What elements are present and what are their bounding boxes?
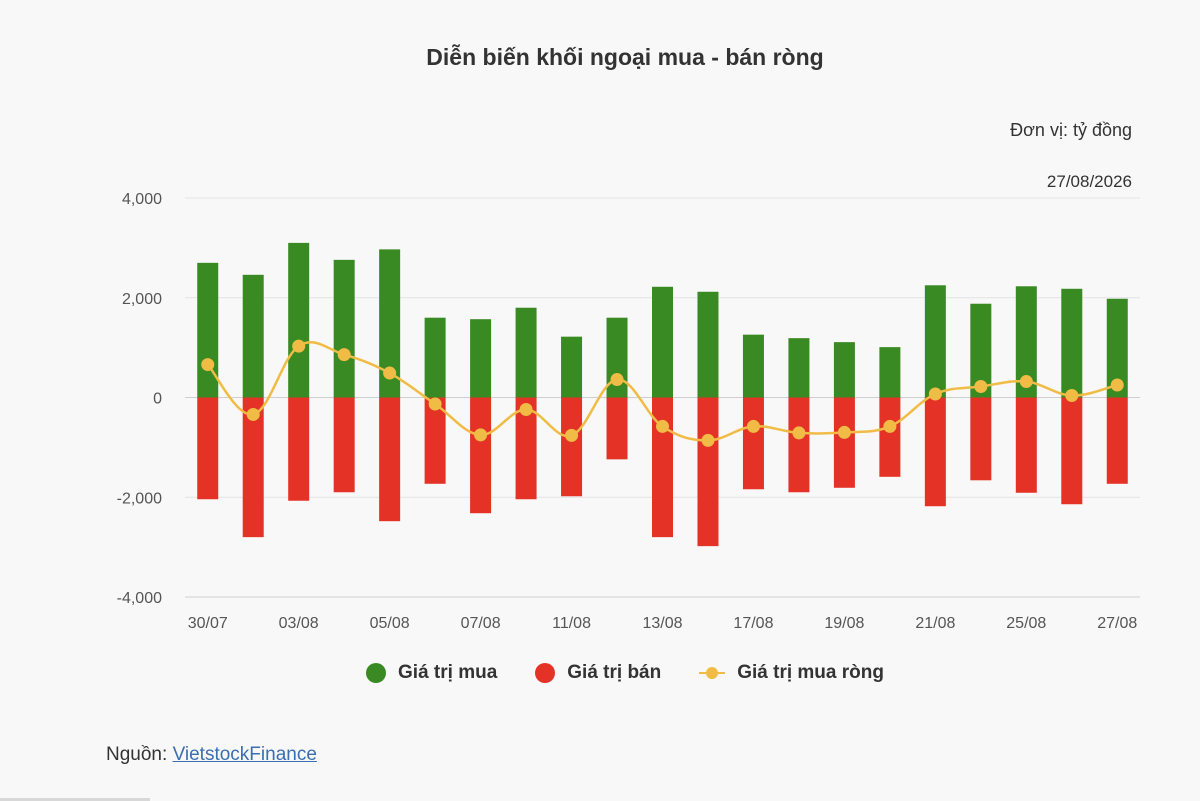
net-point: [610, 373, 624, 387]
net-point: [474, 428, 488, 442]
buy-bar: [470, 319, 492, 398]
chart-title: Diễn biến khối ngoại mua - bán ròng: [426, 44, 824, 70]
legend-item-buy[interactable]: Giá trị mua: [366, 662, 497, 684]
y-tick-label: 2,000: [122, 291, 162, 308]
x-tick-label: 11/08: [552, 615, 591, 632]
sell-swatch-icon: [535, 663, 556, 683]
x-tick-label: 03/08: [279, 615, 319, 632]
sell-bar: [333, 397, 355, 493]
x-tick-label: 13/08: [642, 615, 682, 632]
sell-bar: [742, 397, 764, 490]
net-point: [1019, 375, 1033, 389]
buy-bar: [697, 291, 719, 398]
buy-bar: [1106, 298, 1128, 398]
sell-bar: [1015, 397, 1037, 493]
date-label: 27/08/2026: [1046, 172, 1132, 191]
buy-bar: [379, 249, 401, 398]
legend-label-buy: Giá trị mua: [398, 662, 498, 683]
x-tick-label: 07/08: [461, 615, 501, 632]
buy-bar: [788, 338, 810, 398]
sell-bar: [197, 397, 219, 500]
sell-bar: [879, 397, 901, 477]
net-point: [246, 407, 260, 421]
sell-bar: [697, 397, 719, 547]
buy-bar: [333, 259, 355, 398]
net-point: [746, 419, 760, 433]
buy-swatch-icon: [366, 663, 387, 683]
sell-bar: [288, 397, 310, 501]
bottom-scrollbar: [0, 798, 150, 801]
sell-bar: [924, 397, 946, 507]
sell-bar: [606, 397, 628, 460]
net-point: [1065, 389, 1079, 403]
x-tick-label: 25/08: [1006, 615, 1046, 632]
buy-bar: [1015, 286, 1037, 398]
buy-bar: [924, 285, 946, 398]
net-point: [792, 426, 806, 440]
buy-bar: [652, 286, 673, 398]
x-tick-label: 17/08: [733, 615, 773, 632]
net-point: [337, 348, 351, 362]
buy-bar: [561, 336, 583, 398]
sell-bar: [242, 397, 264, 538]
buy-bar: [424, 317, 446, 398]
buy-bar: [970, 303, 992, 398]
net-point: [883, 419, 897, 433]
x-tick-label: 27/08: [1097, 615, 1137, 632]
buy-bar: [742, 334, 764, 398]
net-point: [383, 366, 397, 380]
sell-bar: [561, 397, 583, 497]
sell-bar: [379, 397, 401, 522]
net-point: [974, 380, 988, 394]
source-label: Nguồn:: [106, 744, 168, 765]
buy-bar: [515, 307, 537, 398]
net-point: [428, 397, 442, 411]
net-point: [837, 425, 851, 439]
net-line-swatch-icon: [699, 663, 726, 683]
unit-label: Đơn vị: tỷ đồng: [1010, 120, 1132, 140]
sell-bar: [515, 397, 537, 500]
chart-legend: Giá trị mua Giá trị bán Giá trị mua ròng: [0, 662, 1200, 684]
net-point: [928, 387, 942, 401]
buy-bar: [879, 347, 901, 398]
legend-item-net[interactable]: Giá trị mua ròng: [699, 662, 884, 684]
buy-bar: [242, 274, 264, 398]
sell-bar: [833, 397, 855, 488]
net-foreign-trading-chart: 4,000 2,000 0 -2,000 -4,000 30/07 03/08 05/08 07…: [117, 191, 1140, 632]
x-tick-label: 21/08: [915, 615, 955, 632]
net-point: [656, 419, 669, 433]
legend-item-sell[interactable]: Giá trị bán: [535, 662, 661, 684]
buy-bar: [288, 242, 310, 398]
sell-bar: [788, 397, 810, 493]
y-tick-label: 0: [153, 391, 162, 408]
source-link[interactable]: VietstockFinance: [172, 744, 317, 765]
buy-bar: [833, 342, 855, 398]
y-tick-label: -2,000: [117, 490, 162, 507]
x-tick-label: 30/07: [188, 615, 228, 632]
buy-bar: [1061, 288, 1083, 398]
y-tick-label: -4,000: [117, 590, 162, 607]
sell-bar: [970, 397, 992, 481]
sell-bar: [1061, 397, 1083, 505]
legend-label-net: Giá trị mua ròng: [737, 662, 884, 683]
y-tick-label: 4,000: [122, 191, 162, 208]
net-point: [519, 402, 533, 416]
sell-bar: [470, 397, 492, 514]
net-point: [565, 428, 579, 442]
x-tick-label: 05/08: [370, 615, 410, 632]
source-line: Nguồn: VietstockFinance: [106, 744, 317, 766]
net-point: [1110, 378, 1124, 392]
net-point: [701, 433, 715, 447]
legend-label-sell: Giá trị bán: [567, 662, 662, 683]
net-point: [292, 339, 306, 353]
sell-bar: [1106, 397, 1128, 484]
sell-bar: [424, 397, 446, 484]
net-point: [201, 358, 215, 372]
x-tick-label: 19/08: [824, 615, 864, 632]
sell-bar: [652, 397, 673, 538]
